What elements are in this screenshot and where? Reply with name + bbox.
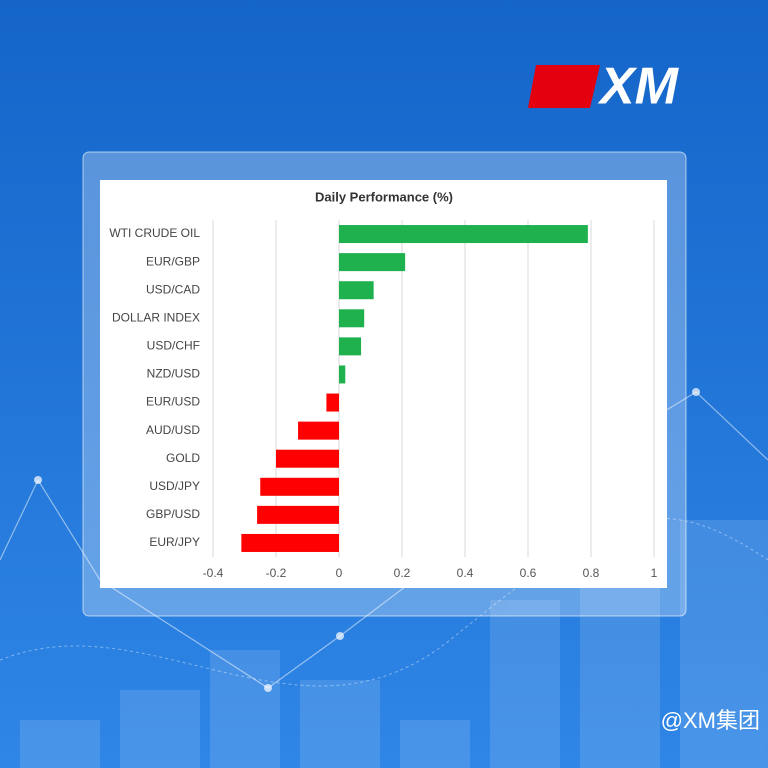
chart-title: Daily Performance (%) [315,189,453,204]
logo: XM [528,58,680,116]
y-tick-label: GOLD [166,451,200,465]
bar [241,533,339,552]
y-tick-label: EUR/GBP [146,254,200,268]
x-tick-label: 1 [651,566,658,580]
x-tick-label: 0 [336,566,343,580]
x-tick-label: 0.8 [583,566,600,580]
y-tick-label: EUR/JPY [149,535,200,549]
y-tick-label: AUD/USD [146,423,200,437]
y-tick-label: USD/CHF [147,339,200,353]
y-tick-label: DOLLAR INDEX [112,310,200,324]
bar [326,393,339,412]
logo-mark [528,65,600,108]
bar [339,225,588,244]
bar [339,281,374,300]
x-tick-label: -0.4 [203,566,224,580]
x-tick-label: 0.4 [457,566,474,580]
bar [339,309,365,328]
y-tick-label: EUR/USD [146,395,200,409]
bar [260,477,339,496]
y-tick-label: GBP/USD [146,507,200,521]
bar [298,421,339,440]
bar [339,337,362,356]
x-tick-label: 0.6 [520,566,537,580]
x-tick-label: 0.2 [394,566,411,580]
y-tick-label: USD/CAD [146,282,200,296]
bar [339,365,346,384]
y-tick-label: WTI CRUDE OIL [109,226,200,240]
chart-panel [100,180,667,588]
decor-bars [20,520,768,768]
decor-dots [34,388,700,692]
y-tick-label: NZD/USD [147,367,201,381]
logo-text: XM [597,58,680,116]
bar [257,505,339,524]
watermark: @XM集团 [661,708,760,733]
bar [276,449,339,468]
bar [339,253,406,272]
y-tick-label: USD/JPY [149,479,200,493]
x-tick-label: -0.2 [266,566,287,580]
